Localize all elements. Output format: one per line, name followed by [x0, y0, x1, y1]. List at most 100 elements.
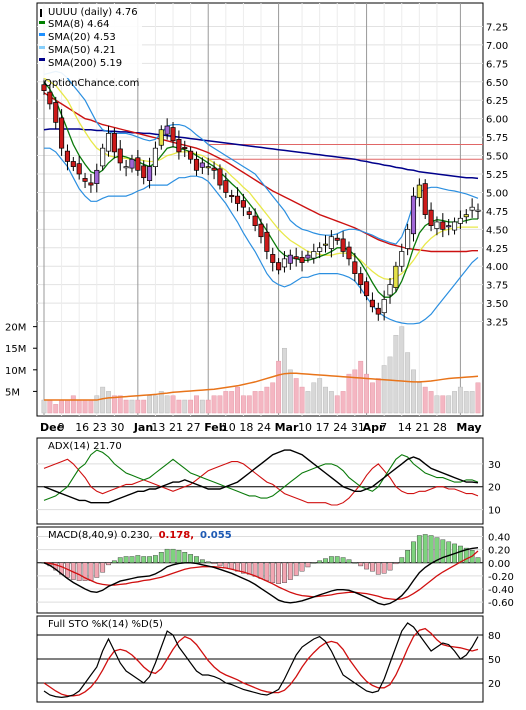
candle-body	[246, 211, 252, 215]
volume-bar	[164, 395, 170, 414]
candle-body	[422, 183, 428, 215]
candle-body	[270, 254, 276, 263]
volume-bar	[170, 395, 176, 414]
adx-tick-label: 30	[488, 460, 501, 471]
macd-histogram-bar	[176, 549, 182, 563]
volume-bar	[422, 386, 428, 414]
volume-bar	[323, 386, 328, 414]
macd-histogram-bar	[287, 562, 293, 580]
volume-bar	[457, 386, 463, 414]
candle-body	[311, 251, 317, 259]
x-tick-label: 13	[151, 421, 165, 434]
volume-bar	[317, 378, 323, 414]
candle-body	[317, 247, 323, 252]
candle-body	[352, 261, 358, 274]
macd-histogram-bar	[346, 559, 352, 563]
macd-histogram-bar	[311, 562, 317, 564]
volume-bar	[305, 391, 311, 414]
macd-histogram-bar	[182, 552, 188, 563]
legend-label-3: SMA(50) 4.21	[48, 45, 116, 56]
candle-body	[158, 129, 164, 146]
macd-histogram-bar	[135, 555, 141, 563]
volume-bar	[264, 386, 270, 414]
price-tick-label: 5.75	[486, 133, 508, 144]
volume-bar	[469, 391, 475, 414]
price-tick-label: 6.25	[486, 96, 508, 107]
candle-body	[364, 281, 370, 297]
candle-body	[264, 231, 270, 252]
candle-body	[399, 251, 405, 267]
macd-histogram-bar	[463, 547, 469, 563]
macd-signal-value: 0.178,	[159, 530, 194, 541]
sto-tick-label: 80	[488, 631, 501, 642]
adx-tick-label: 20	[488, 483, 501, 494]
volume-bar	[59, 399, 65, 414]
volume-bar	[399, 326, 405, 414]
candle-body	[234, 195, 241, 204]
x-tick-label: 23	[93, 421, 107, 434]
macd-histogram-bar	[241, 562, 246, 574]
macd-histogram-bar	[434, 537, 440, 563]
candle-body	[41, 84, 47, 91]
candle-body	[305, 254, 311, 259]
volume-bar	[311, 382, 317, 414]
macd-tick-label: -0.60	[488, 598, 514, 609]
candle-body	[375, 307, 381, 315]
price-tick-label: 5.25	[486, 170, 508, 181]
candle-body	[229, 195, 235, 197]
minus-di-line	[43, 458, 479, 506]
macd-tick-label: 0.00	[488, 559, 510, 570]
macd-histogram-bar	[264, 562, 270, 581]
volume-bar	[188, 399, 194, 414]
macd-histogram-bar	[364, 562, 369, 570]
x-tick-label: 21	[169, 421, 183, 434]
candle-body	[211, 167, 217, 171]
macd-histogram-bar	[147, 556, 152, 563]
macd-tick-label: 0.40	[488, 533, 510, 544]
macd-histogram-bar	[276, 562, 281, 584]
volume-bar	[129, 399, 135, 414]
macd-histogram-bar	[76, 562, 82, 581]
candle-body	[188, 150, 194, 160]
candle-body	[105, 133, 112, 152]
candle-body	[381, 299, 387, 314]
candle-body	[293, 256, 299, 260]
macd-histogram-bar	[475, 557, 481, 563]
volume-bar	[381, 365, 387, 414]
candle-body	[457, 217, 463, 224]
macd-histogram-bar	[270, 562, 276, 583]
volume-bar	[334, 395, 340, 414]
volume-bar	[246, 395, 252, 414]
candle-body	[94, 169, 100, 184]
x-tick-label: 27	[187, 421, 201, 434]
x-tick-label: 24	[257, 421, 271, 434]
candle-body	[469, 206, 475, 211]
macd-histogram-bar	[123, 556, 129, 563]
x-tick-label: 18	[239, 421, 253, 434]
macd-histogram-bar	[258, 562, 264, 579]
volume-bar	[252, 391, 258, 414]
candle-body	[176, 138, 182, 153]
macd-histogram-bar	[381, 562, 387, 574]
candle-body	[240, 200, 246, 208]
macd-histogram-bar	[293, 562, 299, 576]
candle-body	[53, 102, 59, 123]
macd-histogram-bar	[399, 557, 405, 563]
x-tick-label: 31	[351, 421, 365, 434]
candle-body	[281, 258, 288, 268]
candle-body	[70, 161, 76, 167]
x-tick-label: Jan	[133, 421, 153, 434]
volume-bar	[47, 399, 53, 414]
macd-histogram-bar	[129, 556, 135, 563]
volume-bar	[135, 399, 141, 414]
watermark: OptionChance.com	[44, 78, 139, 89]
macd-histogram-bar	[211, 562, 217, 565]
price-tick-label: 5.00	[486, 188, 508, 199]
volume-bar	[229, 391, 235, 414]
volume-bar	[94, 395, 100, 414]
price-legend: UUUU (daily) 4.76 SMA(8) 4.64 SMA(20) 4.…	[38, 4, 142, 89]
volume-bar	[152, 395, 158, 414]
candle-body	[340, 238, 346, 252]
macd-histogram-bar	[428, 535, 434, 563]
